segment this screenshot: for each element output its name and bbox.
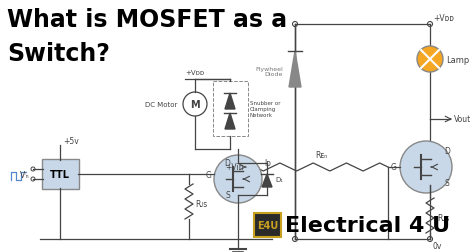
Circle shape	[214, 155, 262, 203]
FancyBboxPatch shape	[42, 159, 79, 189]
Text: +Vᴅᴅ: +Vᴅᴅ	[185, 70, 205, 76]
Polygon shape	[289, 52, 301, 88]
Polygon shape	[262, 174, 272, 187]
Circle shape	[183, 93, 207, 116]
Text: What is MOSFET as a: What is MOSFET as a	[7, 8, 287, 32]
Text: D: D	[444, 147, 450, 156]
Text: +Vᴅᴅ: +Vᴅᴅ	[433, 14, 454, 23]
Text: G: G	[205, 170, 211, 179]
Text: D: D	[224, 159, 230, 168]
Text: 0v: 0v	[433, 241, 442, 250]
Polygon shape	[225, 114, 235, 130]
Text: Rᴊs: Rᴊs	[437, 214, 449, 223]
Text: Iᴅ: Iᴅ	[264, 159, 271, 168]
Text: Electrical 4 U: Electrical 4 U	[285, 215, 450, 235]
Text: Rᴇₙ: Rᴇₙ	[315, 150, 328, 159]
Circle shape	[417, 47, 443, 73]
Text: Lamp: Lamp	[446, 55, 469, 64]
Text: DC Motor: DC Motor	[145, 102, 177, 108]
Text: S: S	[225, 191, 230, 200]
Polygon shape	[225, 94, 235, 110]
Text: Rᴊs: Rᴊs	[195, 200, 207, 209]
Text: Flywheel
Diode: Flywheel Diode	[255, 66, 283, 77]
Circle shape	[400, 141, 452, 193]
Text: M: M	[190, 100, 200, 110]
FancyBboxPatch shape	[254, 213, 281, 237]
Text: TTL: TTL	[50, 169, 70, 179]
Text: +Vin: +Vin	[225, 163, 244, 172]
Text: Snubber or
Clamping
Network: Snubber or Clamping Network	[250, 101, 281, 117]
Text: Vᴵₙ: Vᴵₙ	[20, 170, 30, 179]
Text: Switch?: Switch?	[7, 42, 110, 66]
Text: E4U: E4U	[257, 220, 278, 230]
Bar	[213, 82, 248, 137]
Text: S: S	[445, 179, 449, 188]
Text: D₁: D₁	[275, 176, 283, 182]
Text: +5v: +5v	[63, 137, 79, 145]
Text: Vout: Vout	[454, 115, 471, 124]
Text: G: G	[391, 163, 397, 172]
